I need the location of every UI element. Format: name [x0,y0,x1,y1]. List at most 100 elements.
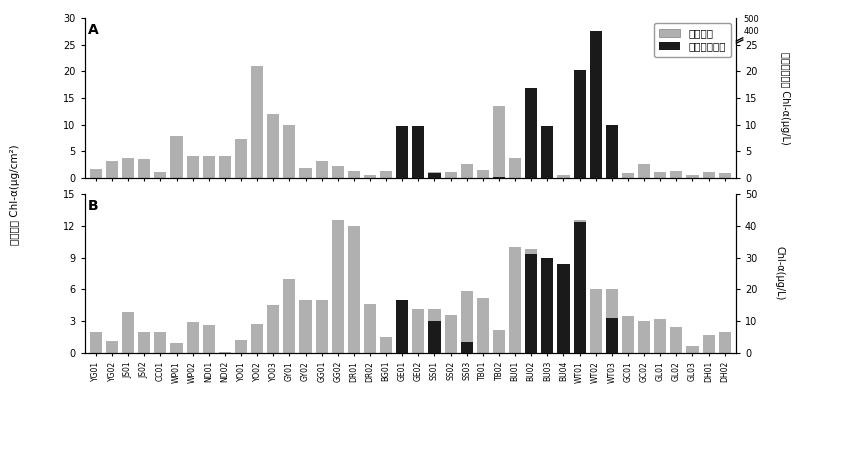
Bar [574,222,585,353]
Bar [106,341,118,353]
Bar [638,322,651,353]
Bar [638,164,651,178]
Bar [686,175,699,178]
Bar [702,335,715,353]
Bar [380,337,393,353]
Bar [187,156,199,178]
Bar [541,125,553,178]
Bar [316,161,327,178]
Bar [525,169,537,178]
Bar [267,305,279,353]
Bar [106,161,118,178]
Bar [428,173,441,178]
Bar [90,332,102,353]
Bar [396,125,409,178]
Bar [170,136,183,178]
Bar [461,342,473,353]
Bar [654,319,667,353]
Bar [606,289,618,353]
Bar [590,31,602,178]
Bar [412,125,425,178]
Bar [412,125,425,178]
Y-axis label: 식물플랑크톤 Chl-α(μg/L): 식물플랑크톤 Chl-α(μg/L) [780,52,790,145]
Bar [541,258,553,353]
Bar [154,172,167,178]
Bar [299,300,311,353]
Bar [348,171,360,178]
Bar [138,332,151,353]
Bar [219,156,231,178]
Bar [622,173,634,178]
Text: B: B [88,198,98,212]
Bar [525,88,537,178]
Text: A: A [88,23,99,37]
Bar [622,316,634,353]
Bar [654,172,667,178]
Bar [670,327,683,353]
Y-axis label: Chl-α(μg/L): Chl-α(μg/L) [774,246,784,301]
Bar [364,175,376,178]
Bar [702,173,715,178]
Bar [541,171,553,178]
Bar [574,70,585,178]
Bar [590,143,602,178]
Bar [90,169,102,178]
Bar [558,264,569,353]
Bar [299,168,311,178]
Bar [428,173,441,178]
Bar [445,315,457,353]
Bar [461,290,473,353]
Bar [461,164,473,178]
Bar [686,346,699,353]
Bar [558,268,569,353]
Bar [445,172,457,178]
Bar [154,332,167,353]
Bar [251,66,263,178]
Text: 400: 400 [744,27,760,36]
Bar [396,300,409,353]
Bar [606,161,618,178]
Bar [558,175,569,178]
Bar [283,279,295,353]
Bar [122,158,135,178]
Bar [219,352,231,353]
Bar [138,159,151,178]
Bar [251,323,263,353]
Bar [396,311,409,353]
Bar [428,321,441,353]
Legend: 부싩조류, 식물플랑크톤: 부싩조류, 식물플랑크톤 [654,23,731,57]
Bar [332,220,343,353]
Bar [670,171,683,178]
Bar [380,171,393,178]
Bar [348,226,360,353]
Bar [493,106,505,178]
Bar [203,325,215,353]
Bar [509,158,521,178]
Bar [316,300,327,353]
Bar [606,125,618,178]
Text: 500: 500 [744,14,760,24]
Bar [283,125,295,178]
Bar [477,170,489,178]
Bar [364,304,376,353]
Bar [122,312,135,353]
Bar [574,168,585,178]
Bar [332,165,343,178]
Bar [170,343,183,353]
Bar [509,247,521,353]
Bar [187,323,199,353]
Bar [235,339,247,353]
Bar [267,114,279,178]
Bar [235,139,247,178]
Bar [428,308,441,353]
Bar [493,177,505,178]
Bar [719,173,731,178]
Text: 부싩조류 Chl-α(μg/cm²): 부싩조류 Chl-α(μg/cm²) [10,145,20,245]
Bar [396,126,409,178]
Bar [203,156,215,178]
Bar [590,289,602,353]
Bar [477,298,489,353]
Bar [412,308,425,353]
Bar [525,255,537,353]
Bar [606,318,618,353]
